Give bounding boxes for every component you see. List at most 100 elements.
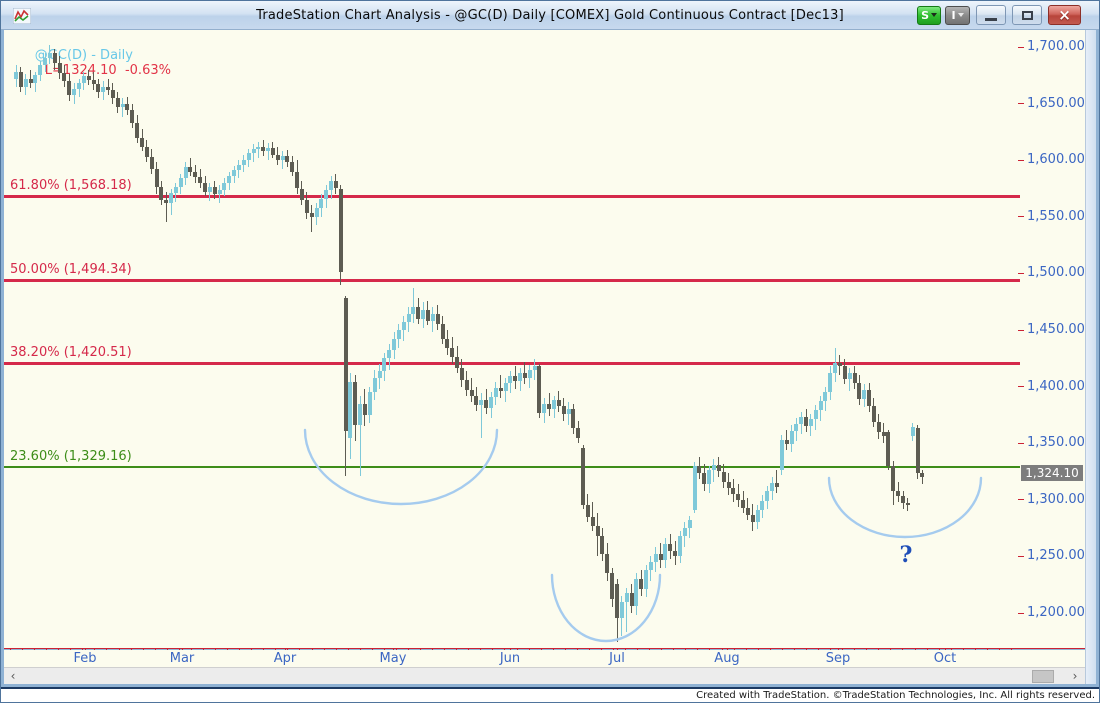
candle [169,193,174,204]
candle [901,496,905,504]
candle [401,322,406,330]
candle [367,392,372,415]
candle [561,405,566,414]
scroll-left-arrow-icon[interactable]: ‹ [10,669,16,683]
last-price-badge: 1,324.10 [1021,464,1083,481]
candle-wick [534,359,536,380]
candle [57,62,62,74]
candle [396,330,401,340]
close-button[interactable]: × [1048,5,1081,25]
candle [920,472,925,478]
candle [881,431,886,437]
candle [362,403,367,415]
candle [329,180,334,190]
candle [47,52,52,59]
arc-annotation[interactable] [550,573,662,643]
candle [833,362,838,373]
horizontal-scrollbar-thumb[interactable] [1032,670,1054,683]
question-mark-annotation[interactable]: ? [900,542,913,568]
candle [789,430,794,445]
candle [862,389,867,400]
candle [425,309,430,321]
candle [372,377,377,393]
candle [774,482,779,488]
candle [140,137,145,147]
maximize-button[interactable] [1012,5,1042,25]
candle [489,396,493,409]
month-label: Feb [73,651,97,666]
candle [871,405,876,422]
arc-annotation[interactable] [827,476,983,539]
dropdown-arrow-icon [957,13,964,17]
candle [110,90,115,98]
candle [130,110,135,123]
candle-wick [713,459,715,482]
candle [702,472,707,484]
candle [794,423,799,431]
time-axis-line [4,648,1085,649]
candle [799,417,804,424]
fib-retracement-line[interactable] [4,465,1020,468]
horizontal-scrollbar[interactable]: ‹ › [4,667,1085,684]
candle [547,403,552,410]
candle [290,162,295,172]
candle [106,86,111,90]
candle [731,488,736,495]
indicator-button[interactable]: I [945,5,970,25]
candle [867,389,872,406]
candle [697,465,702,473]
vertical-scrollbar[interactable] [1085,30,1096,684]
month-label: Jun [499,651,521,666]
price-axis-label: 1,550.00 [1027,208,1085,224]
price-axis-tick [1018,272,1024,274]
candle [304,199,309,214]
scroll-right-arrow-icon[interactable]: › [1072,669,1078,683]
price-axis[interactable]: 1,700.00 1,650.00 1,600.00 1,550.00 1,500.00… [1018,30,1085,648]
candle [745,507,750,515]
candle [915,428,920,473]
fib-retracement-line[interactable] [4,362,1020,366]
candle [711,464,716,471]
arc-annotation[interactable] [303,428,499,506]
status-button[interactable]: S [917,5,941,25]
title-bar[interactable]: TradeStation Chart Analysis - @GC(D) Dai… [1,1,1099,30]
candle [556,400,561,406]
fib-retracement-line[interactable] [4,195,1020,199]
minimize-button[interactable] [976,5,1006,25]
candle-wick [257,142,259,158]
candle [721,471,726,482]
fib-level-label: 50.00% (1,494.34) [10,261,132,277]
time-axis[interactable]: Feb Mar Apr May Jun Jul Aug Sep Oct [4,650,1085,667]
candle [663,543,668,560]
candle [91,79,96,85]
candle [668,543,673,551]
candle [527,369,532,378]
minimize-icon [985,17,997,21]
candle [236,164,241,171]
candle [450,348,455,358]
candle [673,550,678,557]
fib-retracement-line[interactable] [4,278,1020,282]
month-label: Sep [825,651,851,666]
chart-legend: @GC(D) - Daily L=1324.10 -0.63% [10,33,171,93]
candle-wick [626,588,628,633]
price-axis-label: 1,350.00 [1027,435,1085,451]
candle [552,400,557,410]
candle [193,171,198,178]
candle [62,73,67,81]
candle [96,84,101,93]
price-axis-tick [1018,499,1024,501]
candle [445,339,450,349]
candle [217,189,222,195]
candle-wick [500,375,502,398]
price-axis-label: 1,700.00 [1027,39,1085,54]
candle [421,309,426,319]
candle [309,213,314,217]
candle [648,562,653,570]
candle [435,314,440,325]
candle [266,147,271,152]
candle-wick [267,143,269,161]
price-chart[interactable]: @GC(D) - Daily L=1324.10 -0.63% 61.80% (… [4,30,1020,648]
candle [188,166,193,172]
